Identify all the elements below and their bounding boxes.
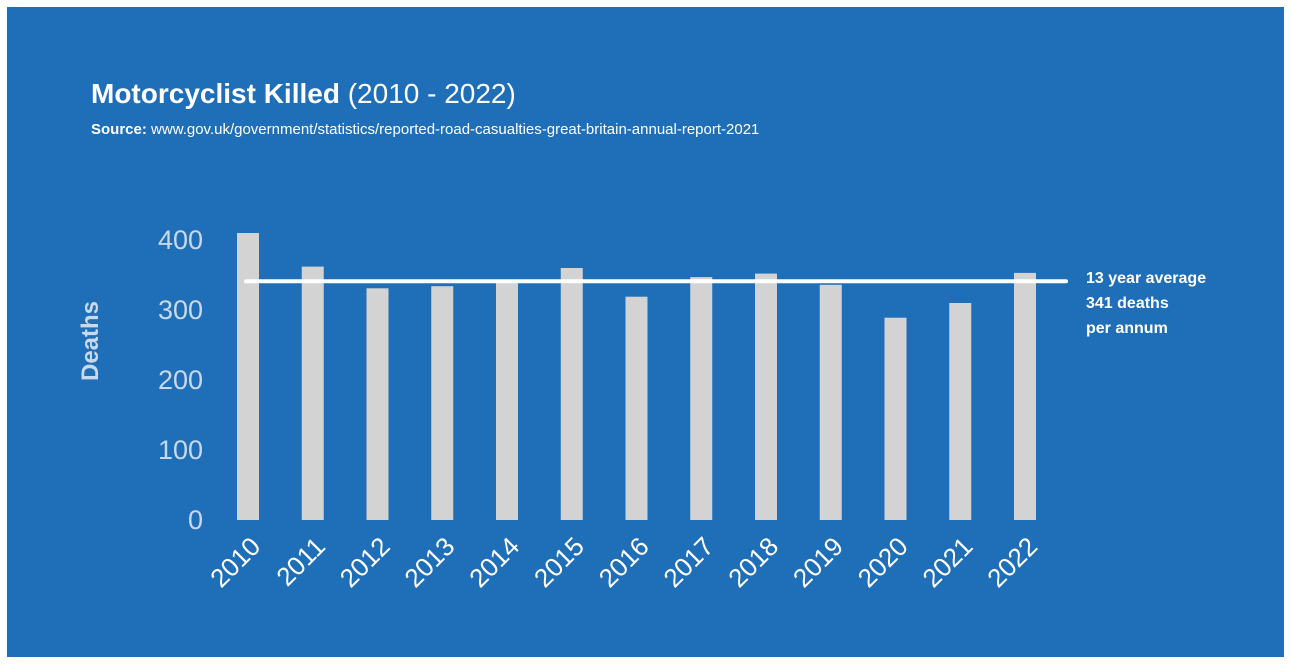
source-url: www.gov.uk/government/statistics/reporte… [151,121,760,138]
bar-2021 [949,303,972,520]
bar-2012 [366,288,389,520]
chart-source: Source: www.gov.uk/government/statistics… [91,121,759,138]
bar-2015 [560,268,583,520]
x-tick-label: 2017 [657,531,719,593]
bar-2020 [884,317,907,520]
bar-2010 [237,233,259,520]
chart-title-range: (2010 - 2022) [347,78,516,109]
y-tick-label: 200 [158,365,203,395]
x-tick-label: 2013 [398,531,460,593]
bar-2014 [496,282,518,520]
y-tick-label: 400 [158,225,203,255]
x-tick-label: 2020 [852,531,914,593]
x-tick-label: 2022 [981,531,1043,593]
x-tick-label: 2010 [204,531,266,593]
bar-2017 [690,277,713,520]
x-tick-label: 2011 [270,531,331,592]
bar-2022 [1014,272,1036,520]
y-tick-label: 0 [188,505,203,535]
chart-title: Motorcyclist Killed (2010 - 2022) [91,78,516,110]
y-tick-label: 100 [158,435,203,465]
x-tick-label: 2018 [722,531,784,593]
x-tick-label: 2021 [916,531,978,593]
bar-2016 [625,296,648,520]
average-label-line: 13 year average [1086,270,1206,287]
x-tick-label: 2015 [528,531,590,593]
average-label-line: 341 deaths [1086,295,1169,312]
x-tick-label: 2016 [593,531,655,593]
bar-2018 [755,273,777,520]
bar-2013 [431,286,454,520]
y-tick-label: 300 [158,295,203,325]
chart-title-main: Motorcyclist Killed [91,78,340,109]
average-label-line: per annum [1086,320,1168,337]
bar-2019 [819,284,842,520]
x-tick-label: 2014 [463,531,525,593]
x-tick-label: 2012 [334,531,396,593]
source-label: Source: [91,121,147,138]
bar-2011 [301,266,324,520]
y-axis-title: Deaths [77,301,104,381]
x-tick-label: 2019 [787,531,849,593]
